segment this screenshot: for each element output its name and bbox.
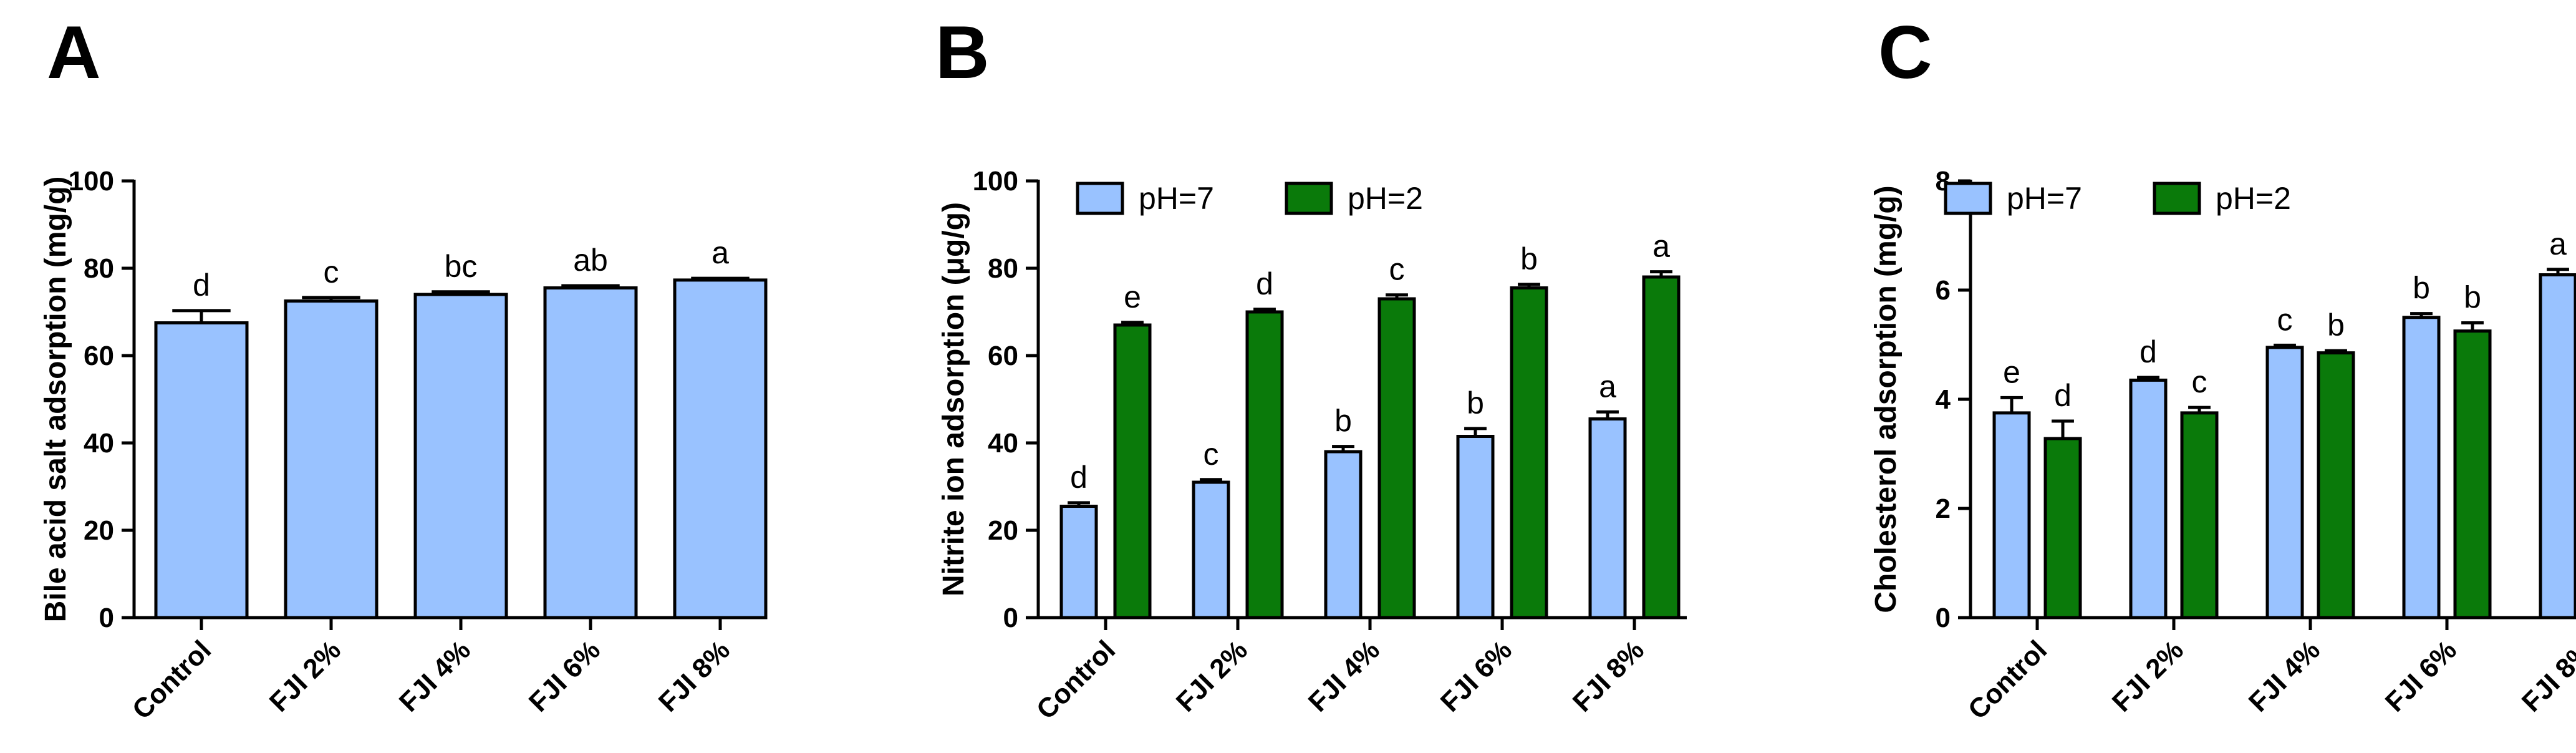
bar-ph2-cat-1 bbox=[1245, 310, 1284, 619]
y-tick-label: 100 bbox=[69, 166, 114, 197]
significance-label: d bbox=[2139, 334, 2157, 369]
bar-cat-4 bbox=[673, 278, 768, 619]
significance-label: d bbox=[1256, 266, 1273, 301]
significance-label: a bbox=[712, 235, 729, 270]
bar-cat-2 bbox=[413, 293, 508, 619]
panel-letter-b: B bbox=[935, 11, 990, 94]
significance-label: a bbox=[1652, 229, 1670, 264]
y-tick-label: 80 bbox=[84, 253, 114, 284]
significance-label: b bbox=[2413, 271, 2430, 306]
legend-label: pH=2 bbox=[1348, 181, 1423, 216]
significance-label: c bbox=[1204, 437, 1219, 472]
legend-label: pH=7 bbox=[2007, 181, 2082, 216]
bar-ph7-cat-0 bbox=[1059, 505, 1098, 619]
y-axis-title: Cholesterol adsorption (mg/g) bbox=[1869, 185, 1903, 613]
y-tick-label: 0 bbox=[1003, 603, 1018, 633]
significance-label: bc bbox=[445, 249, 478, 284]
bar-ph7-cat-2 bbox=[2265, 346, 2304, 619]
bar-ph2-cat-2 bbox=[2317, 351, 2355, 619]
bar-ph7-cat-1 bbox=[2129, 378, 2168, 619]
y-tick-label: 6 bbox=[1936, 275, 1951, 306]
significance-label: a bbox=[1599, 369, 1616, 404]
y-tick-label: 40 bbox=[84, 428, 114, 459]
significance-label: b bbox=[1467, 386, 1484, 420]
y-tick-label: 100 bbox=[973, 166, 1018, 197]
legend: pH=7 pH=2 bbox=[1076, 181, 1423, 216]
significance-label: a bbox=[2549, 226, 2567, 261]
panel-letter-c: C bbox=[1878, 11, 1932, 94]
legend-swatch bbox=[2153, 182, 2201, 215]
bar-ph7-cat-1 bbox=[1192, 480, 1230, 619]
bar-ph7-cat-4 bbox=[1588, 417, 1627, 619]
bar-ph7-cat-3 bbox=[2402, 316, 2441, 619]
significance-label: d bbox=[2054, 378, 2072, 413]
significance-label: ab bbox=[573, 243, 608, 278]
significance-label: c bbox=[1389, 252, 1405, 287]
panel-letter-a: A bbox=[47, 11, 101, 94]
y-axis-title: Bile acid salt adsorption (mg/g) bbox=[39, 177, 72, 623]
y-tick-label: 4 bbox=[1936, 384, 1951, 415]
significance-label: b bbox=[2327, 308, 2345, 342]
bar-ph2-cat-3 bbox=[2453, 329, 2492, 619]
y-tick-label: 60 bbox=[84, 341, 114, 371]
bar-ph2-cat-4 bbox=[1642, 275, 1681, 619]
significance-label: b bbox=[1334, 404, 1352, 439]
significance-label: d bbox=[193, 268, 210, 303]
legend-label: pH=7 bbox=[1139, 181, 1214, 216]
legend-swatch bbox=[1944, 182, 1992, 215]
bar-ph2-cat-0 bbox=[1113, 323, 1152, 619]
y-tick-label: 0 bbox=[1936, 603, 1951, 633]
bar-ph7-cat-4 bbox=[2539, 273, 2576, 619]
legend-swatch bbox=[1285, 182, 1333, 215]
y-tick-label: 2 bbox=[1936, 493, 1951, 524]
bar-ph7-cat-2 bbox=[1324, 450, 1363, 619]
bar-cat-3 bbox=[543, 286, 638, 619]
legend: pH=7 pH=2 bbox=[1944, 181, 2291, 216]
bar-cat-0 bbox=[154, 321, 249, 619]
y-tick-label: 20 bbox=[84, 515, 114, 546]
y-tick-label: 80 bbox=[988, 253, 1018, 284]
bar-cat-1 bbox=[284, 299, 379, 619]
legend-label: pH=2 bbox=[2216, 181, 2291, 216]
y-axis-title: Nitrite ion adsorption (μg/g) bbox=[937, 202, 970, 596]
bar-ph2-cat-3 bbox=[1510, 286, 1548, 619]
significance-label: d bbox=[1070, 460, 1088, 495]
bar-ph7-cat-0 bbox=[1992, 411, 2031, 619]
bar-ph7-cat-3 bbox=[1456, 435, 1495, 619]
significance-label: e bbox=[2003, 354, 2020, 389]
y-tick-label: 40 bbox=[988, 428, 1018, 459]
legend-swatch bbox=[1076, 182, 1124, 215]
significance-label: c bbox=[2277, 302, 2293, 337]
significance-label: e bbox=[1124, 279, 1141, 314]
y-tick-label: 20 bbox=[988, 515, 1018, 546]
y-tick-label: 0 bbox=[99, 603, 114, 633]
significance-label: b bbox=[2464, 280, 2481, 315]
significance-label: c bbox=[2192, 364, 2207, 399]
y-tick-label: 60 bbox=[988, 341, 1018, 371]
bar-ph2-cat-2 bbox=[1377, 297, 1416, 619]
bar-ph2-cat-0 bbox=[2043, 437, 2082, 619]
bar-ph2-cat-1 bbox=[2180, 411, 2219, 619]
significance-label: b bbox=[1520, 241, 1538, 276]
significance-label: c bbox=[324, 255, 339, 289]
